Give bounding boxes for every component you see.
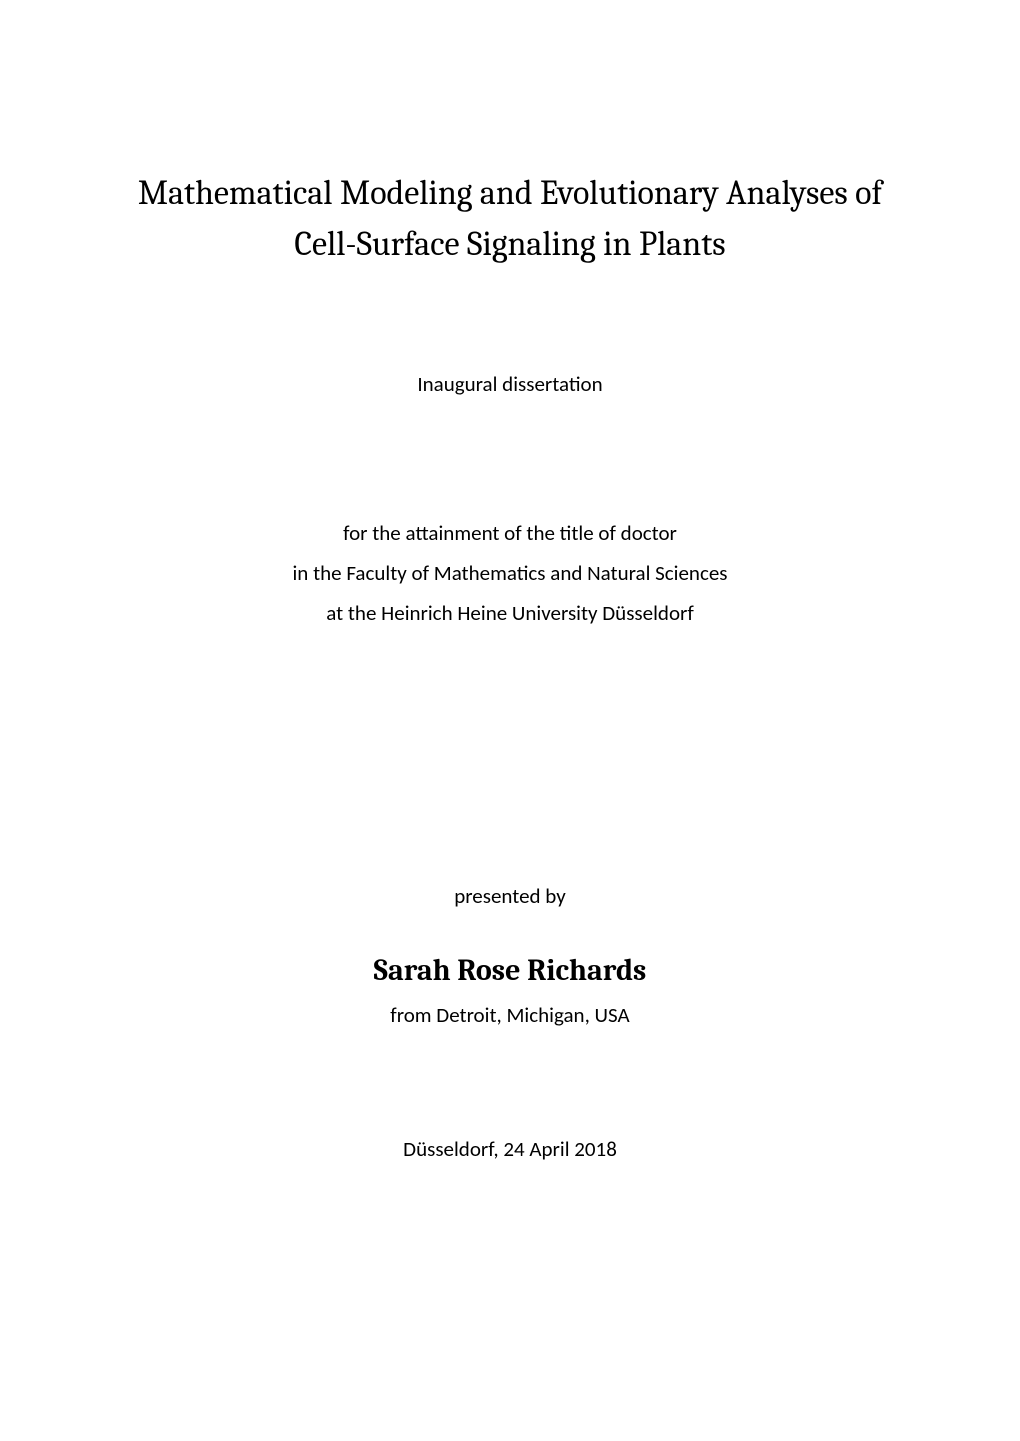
title-page: Mathematical Modeling and Evolutionary A… [0,0,1020,1441]
date-place: Düsseldorf, 24 April 2018 [403,1136,617,1162]
author-origin: from Detroit, Michigan, USA [390,1002,629,1028]
subheading: Inaugural dissertation [417,366,602,404]
attainment-line-1: for the attainment of the title of docto… [292,514,727,554]
author-name: Sarah Rose Richards [374,953,647,988]
presented-by-label: presented by [454,883,566,909]
attainment-block: for the attainment of the title of docto… [292,514,727,634]
dissertation-title: Mathematical Modeling and Evolutionary A… [120,168,900,270]
attainment-line-3: at the Heinrich Heine University Düsseld… [292,594,727,634]
attainment-line-2: in the Faculty of Mathematics and Natura… [292,554,727,594]
